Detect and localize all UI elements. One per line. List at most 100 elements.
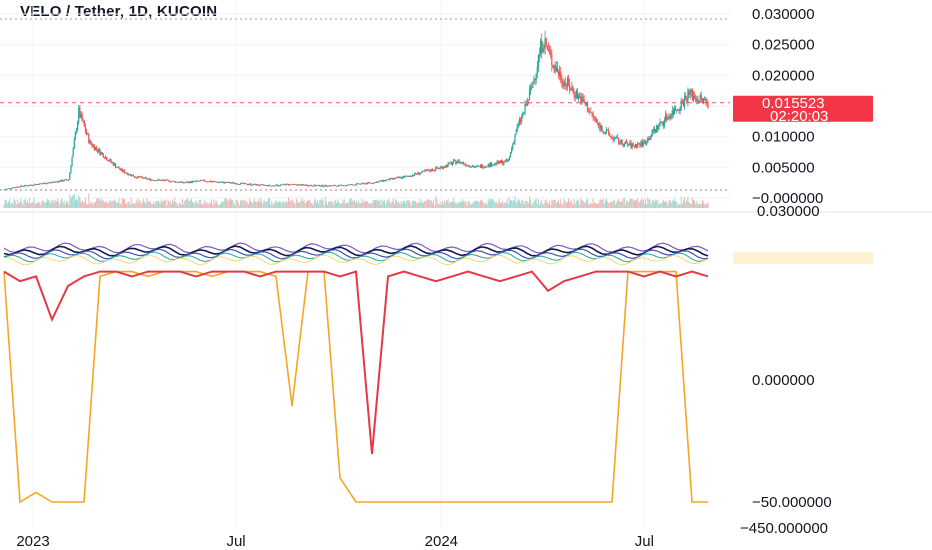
candle-body (293, 183, 295, 185)
candle-body (285, 183, 287, 186)
volume-bar (309, 199, 311, 208)
candle-body (530, 87, 532, 91)
volume-bar (573, 199, 575, 208)
volume-bar (594, 202, 596, 208)
candle-body (101, 152, 103, 154)
candle-body (23, 186, 25, 187)
candle-body (393, 178, 396, 179)
candle-body (466, 165, 468, 167)
volume-bar (65, 201, 67, 208)
volume-bar (665, 200, 667, 208)
candle-body (402, 176, 405, 178)
candle-body (556, 66, 558, 72)
volume-bar (705, 203, 707, 208)
price-scale[interactable]: 0.030000 0.025000 0.020000 0.010000 0.005000… (752, 6, 823, 220)
candle-body (304, 185, 306, 186)
volume-bar (707, 202, 709, 208)
candle-body (697, 99, 699, 104)
volume-bar (530, 199, 532, 208)
candle-body (26, 185, 29, 187)
candle-body (360, 183, 362, 185)
candle-body (647, 138, 649, 143)
volume-bar (81, 200, 83, 208)
volume-bar (256, 202, 258, 208)
candle-body (261, 184, 263, 186)
candle-body (75, 130, 78, 133)
candle-body (120, 168, 122, 170)
candle-body (428, 169, 430, 171)
candle-body (204, 179, 206, 182)
candle-body (373, 182, 376, 184)
candle-body (406, 175, 408, 177)
volume-bar (67, 201, 69, 208)
candle-body (421, 170, 423, 173)
price-tick-label-clipped: 0.030000 (757, 203, 820, 220)
candle-body (374, 182, 377, 183)
volume-bar (546, 202, 548, 208)
volume-bar (103, 202, 105, 208)
volume-bar (159, 203, 161, 208)
volume-bar (468, 201, 470, 208)
volume-bar (671, 199, 673, 208)
volume-bar (205, 202, 207, 208)
volume-bar (12, 204, 14, 208)
candle-body (641, 140, 643, 147)
volume-bar (151, 204, 153, 208)
volume-bar (301, 197, 303, 208)
volume-bar (610, 201, 612, 208)
volume-bar (255, 201, 257, 208)
candle-body (145, 177, 147, 179)
candle-body (183, 182, 185, 184)
indicator-tick-label: 0.000000 (752, 372, 815, 389)
candle-body (260, 184, 262, 186)
indicator-scale[interactable]: 0.000000 −50.000000 −450.000000 (740, 372, 832, 537)
candle-body (321, 185, 323, 187)
indicator-band-line (3, 254, 709, 266)
volume-bar (485, 202, 487, 208)
volume-bar (180, 204, 182, 208)
candle-body (272, 185, 274, 187)
candle-body (343, 185, 345, 187)
candle-body (39, 183, 41, 185)
volume-bar (410, 205, 412, 208)
volume-bar (237, 202, 239, 208)
volume-bar (526, 201, 528, 208)
candle-body (493, 164, 495, 166)
candle-body (431, 168, 434, 171)
volume-bar (681, 203, 683, 208)
volume-bar (40, 204, 42, 208)
candle-body (398, 177, 400, 178)
candle-body (271, 185, 273, 187)
candle-body (508, 156, 511, 161)
candle-body (429, 170, 431, 172)
candle-body (527, 99, 529, 101)
candle-body (100, 152, 102, 155)
candle-body (246, 184, 248, 186)
candle-body (244, 183, 246, 184)
volume-bar (247, 203, 249, 208)
volume-bar (643, 204, 645, 208)
candle-body (180, 181, 182, 183)
volume-bar (153, 201, 155, 208)
candle-body (474, 167, 476, 168)
candle-body (83, 121, 85, 127)
candle-body (262, 184, 264, 186)
candle-body (567, 78, 570, 85)
candle-body (44, 182, 46, 184)
candle-body (450, 162, 452, 165)
volume-bar (204, 199, 206, 208)
candle-body (696, 99, 698, 101)
volume-bar (521, 200, 523, 208)
volume-bar (79, 197, 81, 208)
candle-body (236, 183, 238, 185)
candle-body (610, 136, 612, 138)
time-axis[interactable]: 2023 Jul 2024 Jul (16, 533, 654, 550)
volume-bar (510, 200, 512, 208)
volume-bar (512, 201, 514, 208)
volume-bar (493, 199, 495, 208)
volume-bar (158, 201, 160, 208)
volume-bar (670, 202, 672, 208)
chart-title: VELO / Tether, 1D, KUCOIN (20, 3, 218, 20)
candle-body (176, 181, 178, 183)
